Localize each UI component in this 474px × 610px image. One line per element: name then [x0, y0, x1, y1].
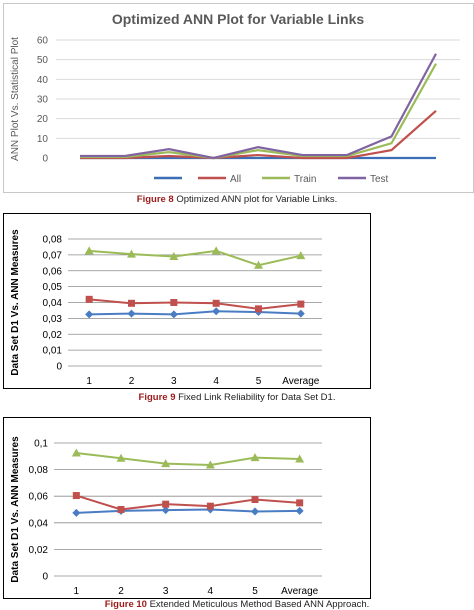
data-point: [251, 496, 259, 504]
x-tick-label: 4: [213, 376, 219, 387]
x-tick-label: 1: [74, 586, 80, 597]
data-point: [295, 454, 305, 463]
legend-label-2: Train: [294, 174, 316, 185]
y-tick-label: 0,07: [43, 250, 63, 261]
chart-panel-extended-meticulous: Data Set D1 Vs. ANN Measures 0 0,02 0,04 0,0…: [3, 417, 463, 599]
chart-panel-fixed-link: Data Set D1 Vs. ANN Measures 0 0,01 0,02 0,0…: [3, 213, 463, 389]
data-point: [206, 502, 214, 510]
y-tick-label: 0,08: [29, 465, 49, 476]
x-tick-label: 5: [252, 586, 258, 597]
series-line-3: [80, 53, 437, 160]
data-point: [297, 300, 305, 308]
series-line-2: [76, 451, 300, 466]
data-point: [85, 295, 93, 303]
data-point: [72, 508, 81, 517]
data-point: [296, 251, 306, 260]
data-point: [72, 492, 80, 500]
data-point: [205, 460, 215, 469]
y-tick-label: 30: [37, 95, 49, 106]
figure-8-caption: Figure 8 Optimized ANN plot for Variable…: [0, 194, 474, 205]
y-tick-label: 0,04: [43, 298, 63, 309]
y-tick-label: 40: [37, 75, 49, 86]
data-point: [255, 305, 262, 313]
data-point: [212, 307, 221, 316]
series-line-0: [76, 508, 300, 514]
y-tick-label: 0,1: [34, 439, 48, 450]
data-point: [162, 500, 170, 508]
data-point: [117, 506, 125, 513]
series-line-0: [89, 310, 301, 316]
data-point: [161, 506, 170, 515]
data-point: [250, 453, 260, 462]
figure-10-caption: Figure 10 Extended Meticulous Method Bas…: [0, 599, 474, 610]
x-tick-label: Average: [282, 376, 320, 387]
data-point: [169, 310, 178, 319]
x-tick-label: 2: [129, 376, 135, 387]
y-tick-label: 50: [37, 55, 49, 66]
y-axis-label: Data Set D1 Vs. ANN Measures: [10, 436, 21, 583]
y-tick-label: 0,02: [43, 330, 63, 341]
data-point: [170, 299, 178, 306]
x-tick-label: 5: [256, 376, 262, 387]
series-line-2: [89, 249, 302, 267]
data-point: [295, 506, 304, 515]
optimized-ann-chart: Optimized ANN Plot for Variable Links ANN…: [10, 11, 460, 185]
data-point: [161, 459, 171, 468]
y-tick-label: 0,03: [43, 314, 63, 325]
series-line-1: [76, 494, 300, 511]
y-tick-label: 0,05: [43, 282, 63, 293]
y-tick-label: 0,04: [29, 518, 49, 529]
x-tick-label: 4: [208, 586, 214, 597]
y-tick-label: 0: [42, 572, 48, 583]
series-line-2: [80, 63, 437, 160]
y-axis-label: Data Set D1 Vs. ANN Measures: [10, 229, 21, 376]
x-tick-label: 3: [163, 586, 169, 597]
y-tick-label: 10: [37, 134, 49, 145]
legend-label-3: Test: [370, 174, 389, 185]
series-line-1: [80, 109, 437, 160]
y-tick-label: 0,06: [43, 266, 63, 277]
x-tick-label: 1: [86, 376, 92, 387]
data-point: [254, 260, 263, 269]
figure-10-label: Figure 10: [104, 599, 147, 610]
data-point: [211, 246, 221, 255]
figure-8-label: Figure 8: [136, 194, 174, 205]
y-tick-label: 60: [37, 36, 49, 47]
x-tick-label: 2: [118, 586, 124, 597]
figure-9-label: Figure 9: [138, 392, 176, 403]
y-tick-label: 0: [42, 154, 48, 165]
data-point: [84, 246, 94, 255]
y-tick-label: 0,08: [43, 235, 63, 246]
y-tick-label: 0,06: [29, 492, 49, 503]
series-line-1: [89, 298, 301, 310]
figure-9-caption: Figure 9 Fixed Link Reliability for Data…: [0, 392, 474, 403]
fixed-link-chart: Data Set D1 Vs. ANN Measures 0 0,01 0,02 0,0…: [10, 229, 463, 387]
legend-label-1: All: [230, 174, 241, 185]
y-axis-label: ANN Plot Vs. Statistical Plot: [10, 37, 21, 161]
data-point: [71, 448, 81, 457]
data-point: [296, 309, 305, 318]
x-tick-label: 3: [171, 376, 177, 387]
data-point: [169, 251, 179, 260]
x-tick-label: Average: [281, 586, 319, 597]
chart-title: Optimized ANN Plot for Variable Links: [112, 11, 365, 27]
figure-10-text: Extended Meticulous Method Based ANN App…: [146, 599, 370, 610]
data-point: [116, 453, 126, 462]
chart-panel-optimized-ann: Optimized ANN Plot for Variable Links ANN…: [3, 3, 474, 193]
data-point: [251, 507, 259, 516]
data-point: [127, 249, 136, 258]
data-point: [296, 499, 304, 507]
y-tick-label: 0,01: [43, 346, 63, 357]
data-point: [128, 299, 135, 307]
y-tick-label: 0: [56, 362, 62, 373]
extended-meticulous-chart: Data Set D1 Vs. ANN Measures 0 0,02 0,04 0,0…: [10, 436, 463, 597]
data-point: [127, 309, 136, 318]
y-tick-label: 20: [37, 114, 49, 125]
data-point: [212, 299, 220, 307]
figure-9-text: Fixed Link Reliability for Data Set D1.: [175, 392, 336, 403]
figure-8-text: Optimized ANN plot for Variable Links.: [173, 194, 338, 205]
y-tick-label: 0,02: [29, 545, 49, 556]
data-point: [85, 310, 94, 319]
